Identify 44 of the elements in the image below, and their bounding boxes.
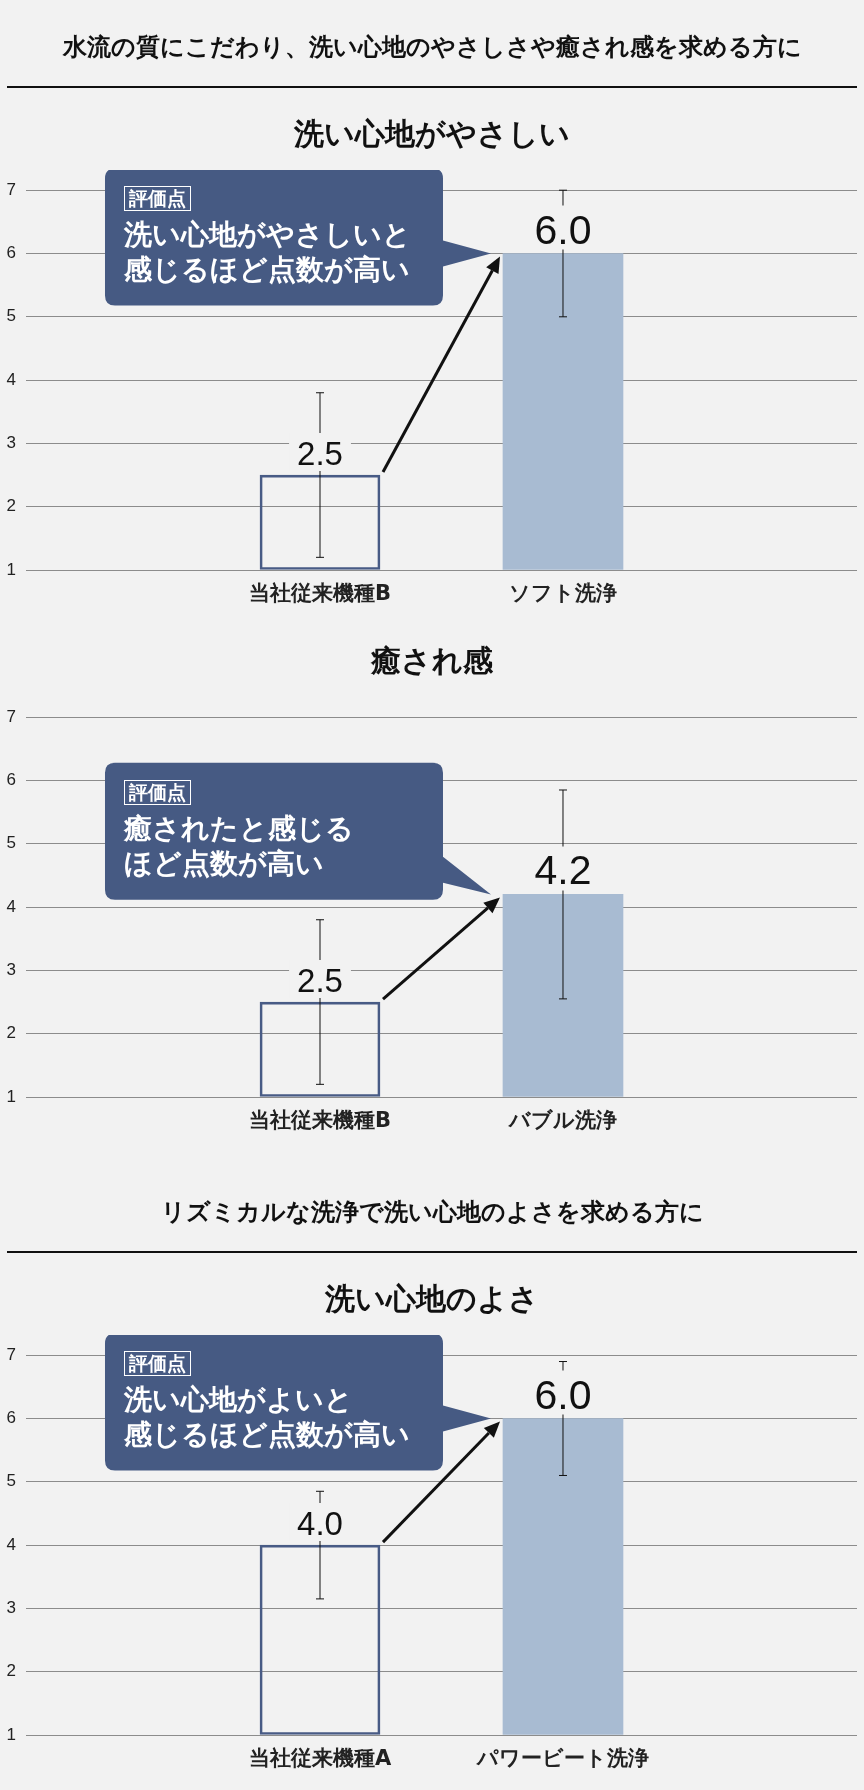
y-tick-label: 1 <box>6 559 16 579</box>
y-tick-label: 6 <box>6 770 16 790</box>
data-label: 4.2 <box>534 847 592 894</box>
x-tick-label: 当社従来機種B <box>249 1108 392 1133</box>
annotation: 洗い心地がやさしいと感じるほど点数が高い <box>123 216 412 287</box>
y-tick-label: 2 <box>6 1023 16 1043</box>
y-tick-label: 3 <box>6 960 16 980</box>
y-tick-label: 4 <box>6 896 16 916</box>
x-tick-label: バブル洗浄 <box>507 1108 617 1133</box>
y-tick-label: 4 <box>6 1534 16 1554</box>
y-tick-label: 6 <box>6 1408 16 1428</box>
data-label: 2.5 <box>297 962 343 1000</box>
y-tick-label: 1 <box>6 1086 16 1106</box>
chart-title: 癒され感 <box>371 643 493 678</box>
x-tick-label: ソフト洗浄 <box>508 581 617 606</box>
chart-title: 洗い心地がやさしい <box>294 116 570 151</box>
x-tick-label: パワービート洗浄 <box>475 1746 649 1771</box>
y-tick-label: 5 <box>6 1471 16 1491</box>
x-tick-label: 当社従来機種A <box>248 1746 392 1771</box>
y-tick-label: 7 <box>6 706 16 726</box>
y-tick-label: 5 <box>6 833 16 853</box>
y-tick-label: 7 <box>6 179 16 199</box>
y-tick-label: 3 <box>6 1598 16 1618</box>
y-tick-label: 3 <box>6 433 16 453</box>
text: 水流の質にこだわり、洗い心地のやさしさや癒され感を求める方に <box>62 33 802 61</box>
y-tick-label: 2 <box>6 1661 16 1681</box>
data-label: 6.0 <box>534 206 592 253</box>
y-tick-label: 5 <box>6 306 16 326</box>
y-tick-label: 4 <box>6 369 16 389</box>
y-tick-label: 7 <box>6 1344 16 1364</box>
chart-title: 洗い心地のよさ <box>325 1281 539 1316</box>
annotation: 評価点 <box>123 1350 191 1376</box>
data-label: 6.0 <box>534 1371 592 1418</box>
annotation: 洗い心地がよいと感じるほど点数が高い <box>123 1381 411 1452</box>
annotation: 癒されたと感じるほど点数が高い <box>123 810 355 881</box>
y-tick-label: 2 <box>6 496 16 516</box>
data-label: 4.0 <box>297 1505 343 1543</box>
data-label: 2.5 <box>297 435 343 473</box>
x-tick-label: 当社従来機種B <box>249 581 392 606</box>
annotation: 評価点 <box>123 779 191 805</box>
y-tick-label: 1 <box>6 1724 16 1744</box>
annotation: 評価点 <box>123 185 191 211</box>
y-tick-label: 6 <box>6 243 16 263</box>
text: リズミカルな洗浄で洗い心地のよさを求める方に <box>160 1198 704 1226</box>
